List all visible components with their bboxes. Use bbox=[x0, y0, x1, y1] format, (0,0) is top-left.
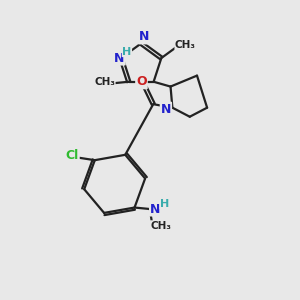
Text: N: N bbox=[150, 202, 160, 215]
Text: CH₃: CH₃ bbox=[175, 40, 196, 50]
Text: Cl: Cl bbox=[65, 149, 79, 162]
Text: N: N bbox=[161, 103, 171, 116]
Text: CH₃: CH₃ bbox=[151, 221, 172, 231]
Text: O: O bbox=[136, 75, 147, 88]
Text: N: N bbox=[139, 30, 149, 44]
Text: H: H bbox=[160, 199, 169, 209]
Text: N: N bbox=[114, 52, 125, 64]
Text: H: H bbox=[122, 46, 131, 57]
Text: CH₃: CH₃ bbox=[94, 77, 115, 87]
